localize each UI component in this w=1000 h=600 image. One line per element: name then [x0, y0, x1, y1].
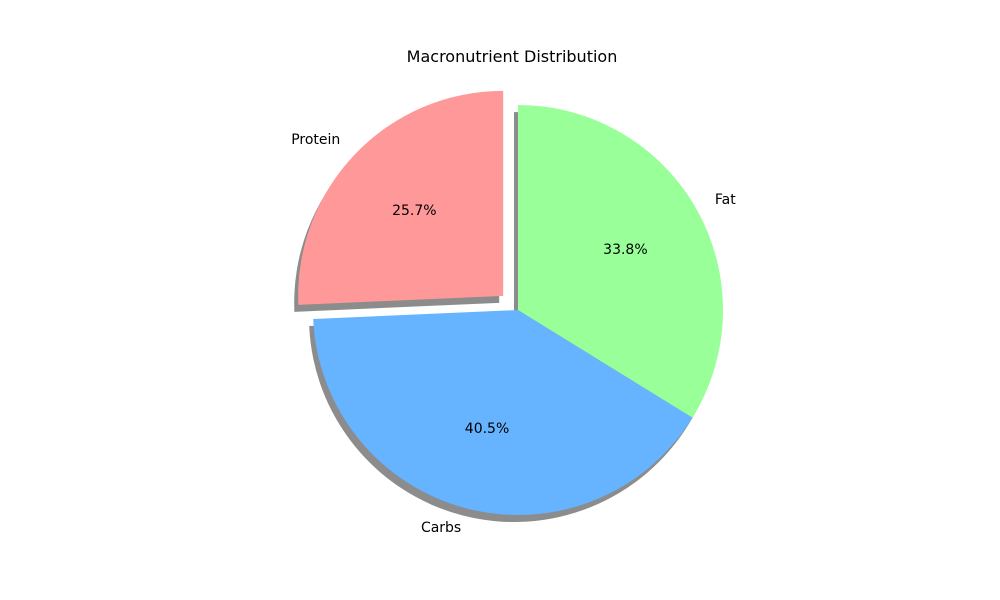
slice-label-carbs: Carbs	[421, 520, 461, 536]
slice-label-protein: Protein	[291, 132, 340, 148]
slice-percent-fat: 33.8%	[603, 242, 647, 258]
pie-slice-carbs	[313, 310, 693, 515]
slice-label-fat: Fat	[715, 192, 736, 208]
pie-slice-fat	[518, 105, 723, 418]
slice-percent-carbs: 40.5%	[465, 421, 509, 437]
slice-percent-protein: 25.7%	[392, 203, 436, 219]
chart-title: Macronutrient Distribution	[406, 47, 618, 66]
pie-slice-protein	[298, 90, 504, 305]
